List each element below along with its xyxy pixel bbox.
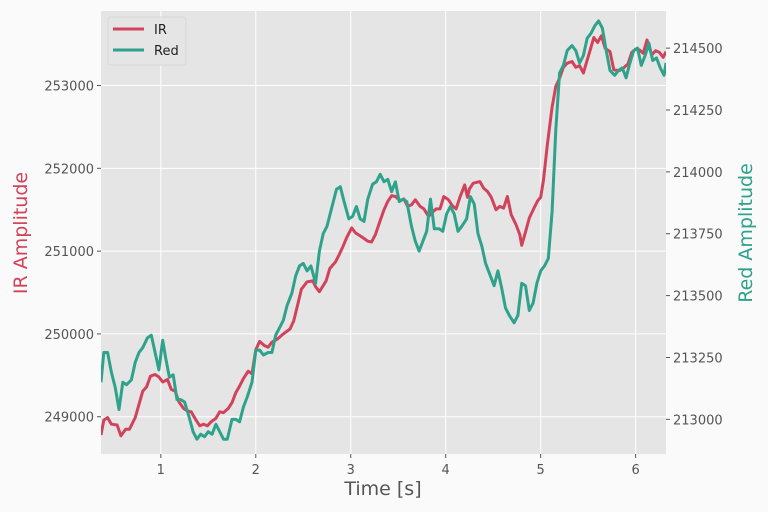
left-y-axis-ticks: 249000 250000 251000 252000 253000 — [44, 80, 101, 426]
right-y-tick-label: 213750 — [673, 228, 723, 243]
legend-label-red: Red — [154, 44, 179, 59]
legend: IR Red — [107, 16, 187, 66]
right-y-axis-ticks: 213000 213250 213500 213750 214000 214250 2145… — [666, 42, 723, 428]
x-tick-label: 4 — [442, 463, 450, 478]
series-line-ir — [101, 34, 666, 438]
right-y-axis-title: Red Amplitude — [735, 163, 757, 303]
left-y-tick-label: 253000 — [44, 80, 94, 95]
x-axis-title: Time [s] — [343, 478, 421, 500]
x-tick-label: 6 — [631, 463, 639, 478]
x-tick-label: 1 — [157, 463, 165, 478]
left-y-tick-label: 251000 — [44, 245, 94, 260]
left-y-axis-title: IR Amplitude — [10, 172, 32, 294]
right-y-tick-label: 213250 — [673, 351, 723, 366]
left-y-tick-label: 249000 — [44, 411, 94, 426]
right-y-tick-label: 214500 — [673, 42, 723, 57]
x-tick-label: 3 — [347, 463, 355, 478]
right-y-tick-label: 213000 — [673, 413, 723, 428]
x-axis-ticks: 1 2 3 4 5 6 — [157, 454, 640, 478]
data-lines — [101, 19, 666, 441]
x-tick-label: 2 — [252, 463, 260, 478]
x-tick-label: 5 — [537, 463, 545, 478]
series-line-red — [101, 19, 666, 441]
plot-area — [101, 11, 666, 454]
left-y-tick-label: 252000 — [44, 162, 94, 177]
right-y-tick-label: 214000 — [673, 166, 723, 181]
right-y-tick-label: 214250 — [673, 104, 723, 119]
legend-label-ir: IR — [154, 23, 167, 38]
left-y-tick-label: 250000 — [44, 328, 94, 343]
right-y-tick-label: 213500 — [673, 290, 723, 305]
